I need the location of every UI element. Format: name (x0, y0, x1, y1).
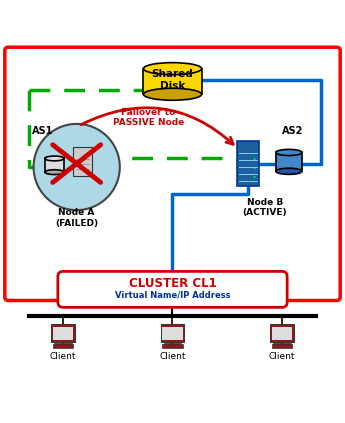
Ellipse shape (45, 170, 64, 175)
FancyBboxPatch shape (58, 272, 287, 308)
Ellipse shape (276, 149, 302, 156)
Bar (276, 152, 302, 171)
Text: Client: Client (269, 352, 295, 361)
Bar (237, 141, 259, 186)
Bar (53, 344, 73, 349)
Bar (272, 344, 292, 349)
Bar (73, 147, 92, 176)
Bar (270, 324, 294, 341)
Text: Client: Client (159, 352, 186, 361)
Bar (162, 327, 183, 340)
Text: CLUSTER CL1: CLUSTER CL1 (129, 277, 216, 290)
Text: Client: Client (50, 352, 76, 361)
Text: Failover to
PASSIVE Node: Failover to PASSIVE Node (113, 108, 184, 127)
Ellipse shape (45, 156, 64, 161)
Bar (55, 343, 71, 345)
Ellipse shape (144, 63, 201, 74)
Bar (160, 324, 185, 341)
Bar (45, 159, 64, 172)
Circle shape (254, 176, 255, 178)
Bar (164, 343, 181, 345)
Bar (51, 324, 75, 341)
Text: AS2: AS2 (282, 126, 303, 136)
Text: AS1: AS1 (32, 126, 53, 136)
Bar (272, 327, 292, 340)
Text: Shared
Disk: Shared Disk (151, 69, 194, 91)
Circle shape (254, 167, 255, 169)
FancyBboxPatch shape (5, 47, 340, 300)
FancyArrowPatch shape (81, 108, 233, 144)
Text: Node B
(ACTIVE): Node B (ACTIVE) (243, 198, 287, 217)
Text: Node A
(FAILED): Node A (FAILED) (55, 209, 98, 228)
Circle shape (254, 158, 255, 160)
Circle shape (33, 124, 120, 210)
Ellipse shape (276, 168, 302, 174)
Bar (274, 343, 290, 345)
Bar (53, 327, 73, 340)
Ellipse shape (144, 88, 201, 100)
Bar (162, 344, 183, 349)
Bar (144, 69, 201, 94)
Text: Virtual Name/IP Address: Virtual Name/IP Address (115, 291, 230, 300)
